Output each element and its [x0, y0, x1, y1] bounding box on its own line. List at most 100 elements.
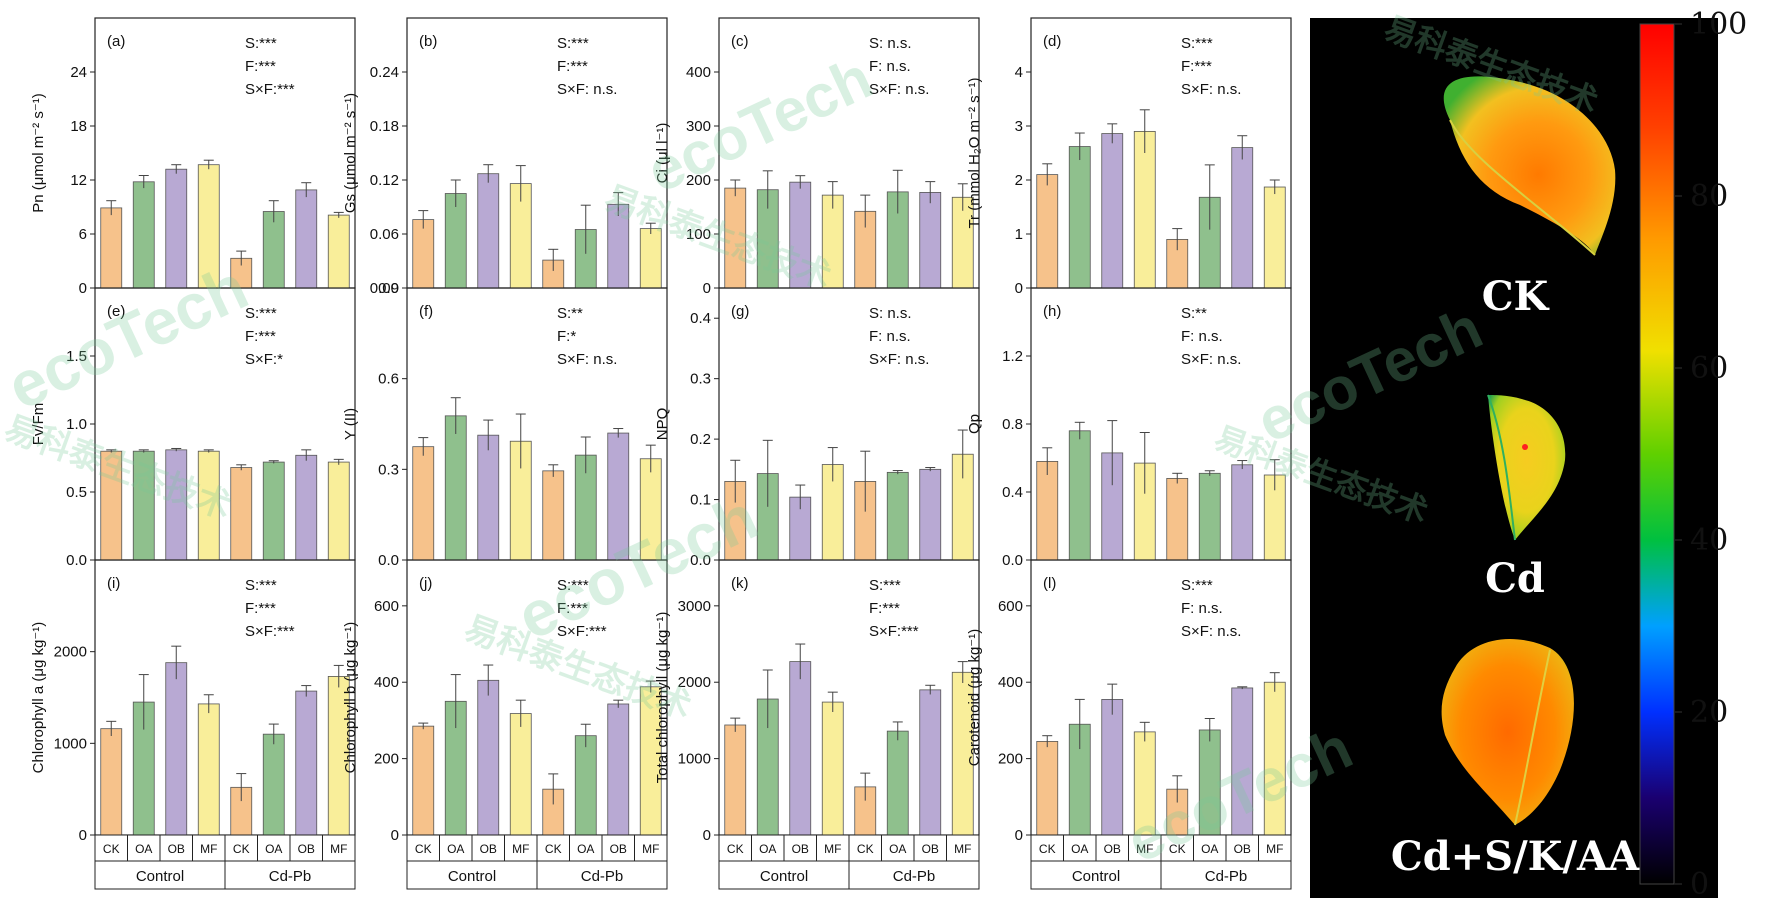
- y-tick-label: 200: [998, 751, 1023, 768]
- y-tick-label: 0.4: [1002, 484, 1023, 501]
- y-tick-label: 0.12: [370, 172, 399, 189]
- chart-panel-i: 0 1000 2000 Chlorophyll a (μg kg⁻¹) (i) S:***…: [30, 559, 356, 890]
- bar: [1133, 731, 1156, 836]
- y-axis-label: Carotenoid (μg kg⁻¹): [966, 629, 983, 766]
- stats-annotation: S:***: [1181, 35, 1213, 52]
- bar: [132, 181, 155, 289]
- x-tick-label: MF: [642, 842, 659, 856]
- y-tick-label: 0.4: [690, 310, 711, 327]
- y-tick-label: 0: [703, 280, 711, 297]
- stats-annotation: S×F:***: [245, 623, 295, 640]
- x-tick-label: MF: [330, 842, 347, 856]
- stats-annotation: S×F: n.s.: [557, 81, 617, 98]
- stats-annotation: S×F: n.s.: [1181, 351, 1241, 368]
- stats-annotation: F:***: [557, 58, 588, 75]
- bar: [412, 725, 435, 836]
- x-tick-label: OA: [265, 842, 282, 856]
- panel-label: (a): [107, 33, 125, 50]
- y-tick-label: 0.0: [66, 552, 87, 569]
- y-axis-label: NPQ: [654, 408, 671, 441]
- y-tick-label: 600: [374, 598, 399, 615]
- stats-annotation: S:***: [869, 577, 901, 594]
- chart-panel-f: 0.0 0.3 0.6 0.9 Y (II) (f) S:** F:* S×F: n.s.: [342, 280, 668, 569]
- panel-label: (b): [419, 33, 437, 50]
- bar: [197, 164, 220, 289]
- bar: [919, 192, 942, 289]
- y-tick-label: 0: [1015, 280, 1023, 297]
- chart-panel-d: 0 1 2 3 4 Tr (mmol H₂O m⁻² s⁻¹) (d) S:*** F:*** S…: [966, 17, 1292, 297]
- bar: [1166, 477, 1189, 561]
- colorbar-tick-label: 80: [1690, 179, 1728, 214]
- bar: [1231, 687, 1254, 836]
- y-axis-label: Fv/Fm: [30, 403, 47, 446]
- y-axis-label: Gs (μmol m⁻² s⁻¹): [342, 93, 359, 213]
- stats-annotation: S×F: n.s.: [869, 351, 929, 368]
- x-tick-label: MF: [1136, 842, 1153, 856]
- x-tick-label: MF: [200, 842, 217, 856]
- chart-panel-k: 0 1000 2000 3000 Total chlorophyll (μg kg⁻¹)…: [654, 559, 980, 890]
- bar: [1263, 681, 1286, 836]
- bar: [412, 446, 435, 561]
- colorbar-tick-label: 40: [1690, 523, 1728, 558]
- y-axis-label: Chlorophyll a (μg kg⁻¹): [30, 622, 47, 774]
- bar: [919, 468, 942, 561]
- x-tick-label: CK: [1039, 842, 1056, 856]
- bar: [607, 432, 630, 561]
- y-tick-label: 600: [998, 598, 1023, 615]
- y-tick-label: 1000: [678, 751, 711, 768]
- y-tick-label: 18: [70, 118, 87, 135]
- panel-label: (l): [1043, 575, 1056, 592]
- panel-label: (k): [731, 575, 749, 592]
- bar: [1133, 130, 1156, 289]
- y-tick-label: 0.0: [690, 552, 711, 569]
- bar: [444, 193, 467, 289]
- bar: [639, 228, 662, 289]
- y-tick-label: 0.0: [378, 552, 399, 569]
- y-axis-label: Tr (mmol H₂O m⁻² s⁻¹): [966, 77, 983, 228]
- x-tick-label: MF: [954, 842, 971, 856]
- y-tick-label: 400: [998, 674, 1023, 691]
- leaf-ck: [1443, 76, 1616, 256]
- bar: [1231, 464, 1254, 561]
- group-label: Control: [1072, 868, 1120, 885]
- y-tick-label: 0.24: [370, 64, 399, 81]
- stats-annotation: S×F: n.s.: [1181, 623, 1241, 640]
- stats-annotation: F:***: [245, 58, 276, 75]
- y-tick-label: 0.5: [66, 484, 87, 501]
- y-tick-label: 12: [70, 172, 87, 189]
- y-tick-label: 200: [374, 751, 399, 768]
- panel-label: (f): [419, 303, 433, 320]
- y-tick-label: 3000: [678, 598, 711, 615]
- bar: [295, 690, 318, 836]
- bar: [327, 461, 350, 561]
- bar: [132, 450, 155, 561]
- y-tick-label: 24: [70, 64, 87, 81]
- stats-annotation: S×F:***: [245, 81, 295, 98]
- group-label: Cd-Pb: [269, 868, 312, 885]
- stats-annotation: S:***: [245, 577, 277, 594]
- x-tick-label: OB: [792, 842, 809, 856]
- stats-annotation: F:*: [557, 328, 576, 345]
- chart-panel-l: 0 200 400 600 Carotenoid (μg kg⁻¹) (l) S:*** F:…: [966, 559, 1292, 890]
- y-axis-label: Y (II): [342, 408, 359, 440]
- y-tick-label: 0.18: [370, 118, 399, 135]
- chart-panel-c: 0 100 200 300 400 Ci (μl l⁻¹) (c) S: n.s. F: n.s…: [654, 17, 980, 297]
- bar: [295, 454, 318, 561]
- x-tick-label: MF: [1266, 842, 1283, 856]
- x-tick-label: CK: [545, 842, 562, 856]
- y-axis-label: Total chlorophyll (μg kg⁻¹): [654, 612, 671, 784]
- stats-annotation: S: n.s.: [869, 305, 912, 322]
- x-tick-label: OA: [1071, 842, 1088, 856]
- y-tick-label: 200: [686, 172, 711, 189]
- stats-annotation: F:***: [245, 328, 276, 345]
- y-axis-label: Qp: [966, 414, 983, 434]
- bar: [886, 730, 909, 836]
- bar: [574, 735, 597, 836]
- group-label: Cd-Pb: [581, 868, 624, 885]
- y-tick-label: 0.06: [370, 226, 399, 243]
- colorbar-tick-label: 20: [1690, 695, 1728, 730]
- y-tick-label: 0.2: [690, 431, 711, 448]
- bar: [1068, 146, 1091, 289]
- chart-panel-j: 0 200 400 600 Chlorophyll b (μg kg⁻¹) (j) S:**…: [342, 559, 668, 890]
- bar: [1036, 741, 1059, 836]
